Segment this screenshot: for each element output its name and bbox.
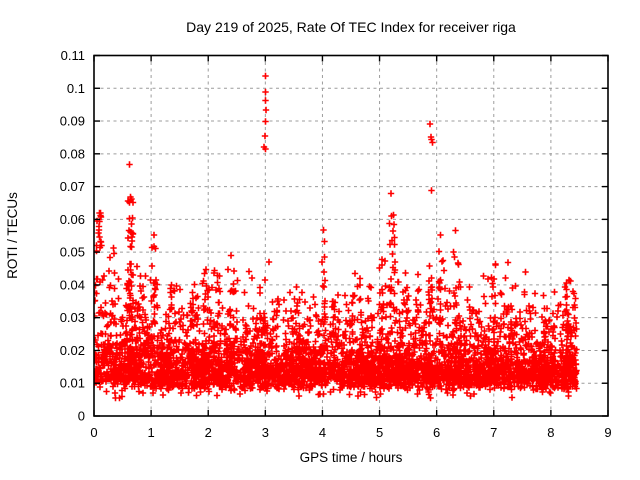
y-tick-label: 0.05: [60, 245, 85, 260]
y-tick-label: 0.1: [67, 81, 85, 96]
y-tick-label: 0.11: [61, 48, 85, 63]
y-tick-label: 0.02: [60, 343, 85, 358]
chart-title: Day 219 of 2025, Rate Of TEC Index for r…: [186, 19, 516, 35]
x-tick-label: 1: [147, 425, 154, 440]
y-tick-label: 0.07: [60, 179, 85, 194]
x-tick-label: 2: [205, 425, 212, 440]
x-axis-label: GPS time / hours: [300, 450, 403, 465]
x-tick-label: 5: [376, 425, 383, 440]
x-tick-label: 3: [262, 425, 269, 440]
scatter-points: [94, 72, 580, 402]
y-tick-label: 0.09: [60, 114, 85, 129]
tick-labels: 0 1 2 3 4 5 6 7 8 9 0 0.01 0.02 0.03 0.04 0.05 0.06 0.07 0…: [60, 48, 612, 440]
x-tick-label: 4: [319, 425, 326, 440]
x-tick-label: 8: [547, 425, 554, 440]
x-tick-label: 7: [490, 425, 497, 440]
x-tick-label: 0: [90, 425, 97, 440]
y-tick-label: 0.01: [60, 376, 85, 391]
y-axis-label: ROTI / TECUs: [5, 192, 20, 279]
axes-and-ticks: [93, 54, 609, 417]
x-tick-label: 9: [604, 425, 611, 440]
x-tick-label: 6: [433, 425, 440, 440]
y-tick-label: 0: [78, 409, 85, 424]
y-tick-label: 0.03: [60, 310, 85, 325]
y-tick-label: 0.06: [60, 212, 85, 227]
y-tick-label: 0.04: [60, 277, 85, 292]
y-tick-label: 0.08: [60, 146, 85, 161]
